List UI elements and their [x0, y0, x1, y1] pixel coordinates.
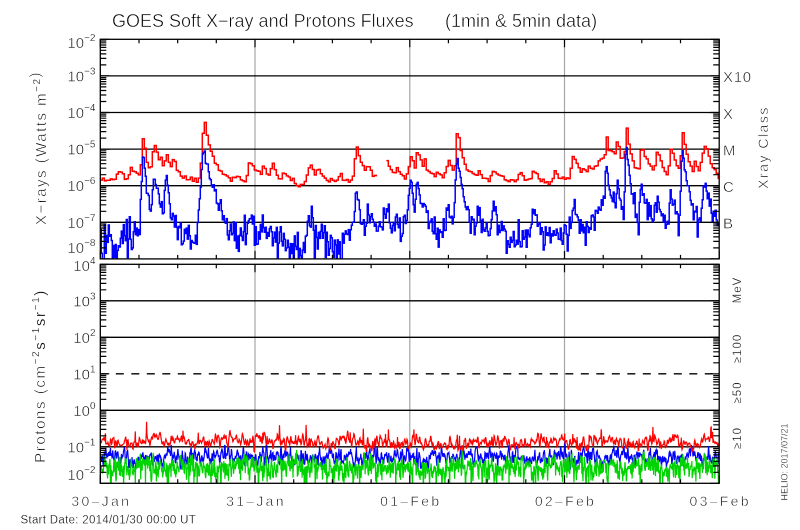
svg-text:01–Feb: 01–Feb: [380, 493, 441, 509]
svg-text:Protons (cm−2s−1sr−1): Protons (cm−2s−1sr−1): [31, 289, 49, 463]
svg-text:X: X: [723, 106, 734, 123]
svg-text:31–Jan: 31–Jan: [226, 493, 286, 509]
svg-text:GOES Soft X−ray and Protons Fl: GOES Soft X−ray and Protons Fluxes: [112, 11, 414, 31]
svg-text:03–Feb: 03–Feb: [690, 493, 751, 509]
svg-text:X10: X10: [723, 69, 752, 86]
svg-text:X−rays (Watts m−2): X−rays (Watts m−2): [27, 71, 50, 225]
svg-text:M: M: [723, 142, 736, 159]
svg-text:101: 101: [73, 364, 96, 383]
svg-text:02–Feb: 02–Feb: [535, 493, 596, 509]
svg-text:Start Date: 2014/01/30 00:00 U: Start Date: 2014/01/30 00:00 UT: [21, 515, 197, 527]
svg-text:Xray Class: Xray Class: [755, 106, 771, 189]
svg-text:≥100: ≥100: [732, 334, 744, 364]
svg-text:B: B: [723, 216, 734, 233]
svg-text:HELIO: 2017/07/21: HELIO: 2017/07/21: [780, 423, 790, 500]
svg-text:MeV: MeV: [732, 277, 744, 304]
svg-text:30–Jan: 30–Jan: [71, 493, 131, 509]
svg-text:≥10: ≥10: [732, 427, 744, 449]
svg-text:C: C: [723, 179, 735, 196]
svg-text:(1min & 5min data): (1min & 5min data): [445, 11, 597, 31]
svg-text:≥50: ≥50: [732, 381, 744, 403]
